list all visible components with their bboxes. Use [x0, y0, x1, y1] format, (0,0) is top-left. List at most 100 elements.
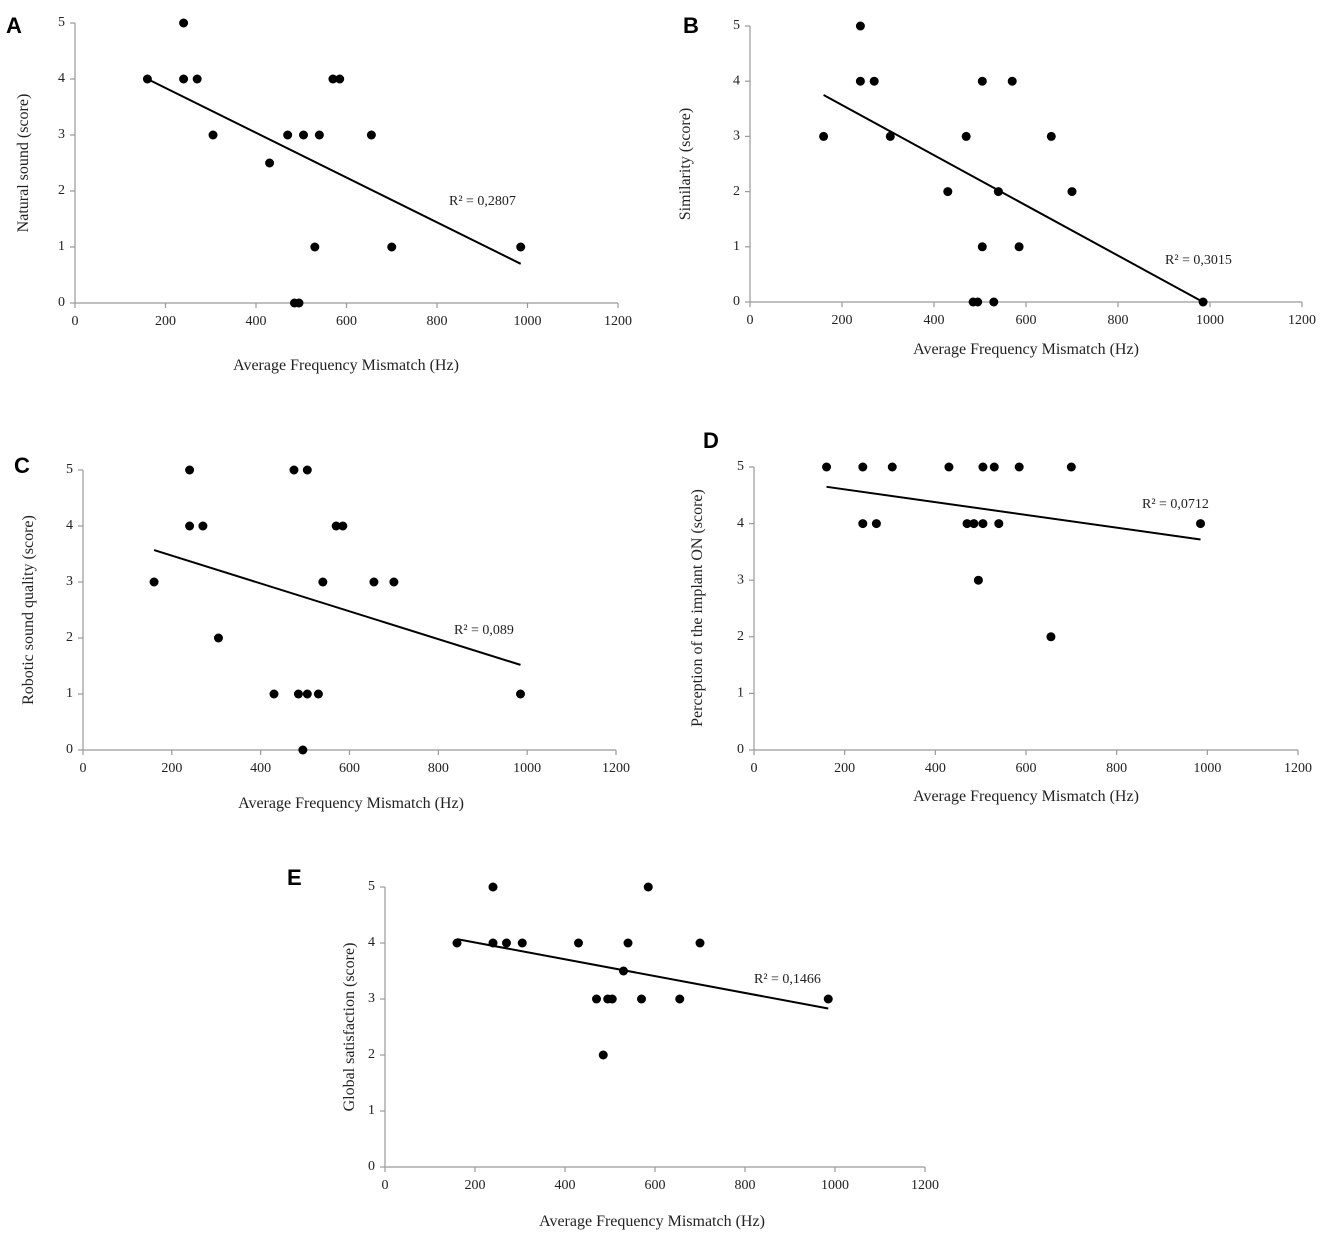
x-tick-label: 800 [428, 761, 449, 776]
data-point [592, 994, 601, 1004]
data-point [452, 938, 462, 948]
data-point [855, 21, 865, 31]
r-squared-label: R² = 0,089 [454, 623, 514, 638]
data-point [973, 575, 983, 585]
data-point [502, 938, 511, 948]
data-point [978, 462, 988, 472]
data-point [822, 462, 832, 472]
x-tick-label: 600 [339, 761, 360, 776]
data-point [1066, 462, 1076, 472]
data-point [338, 521, 348, 531]
x-tick-label: 400 [555, 1178, 576, 1193]
x-tick-label: 0 [382, 1178, 389, 1193]
data-point [1014, 242, 1024, 252]
y-tick-label: 0 [733, 294, 740, 309]
data-point [265, 158, 275, 168]
data-point [299, 130, 309, 140]
data-point [855, 76, 865, 86]
x-tick-label: 1200 [1284, 761, 1312, 776]
chart-panel-b: B 0 200 400 600 800 1000 1200 0 1 2 3 4 5 Average Freq… [677, 13, 1316, 358]
data-point [869, 76, 879, 86]
x-tick-label: 0 [80, 761, 87, 776]
data-point [488, 882, 498, 892]
y-tick-label: 3 [58, 127, 65, 142]
x-tick-label: 1000 [821, 1178, 849, 1193]
x-tick-label: 600 [1016, 313, 1037, 328]
y-tick-label: 4 [58, 71, 65, 86]
data-point [179, 18, 189, 28]
data-point [313, 689, 323, 699]
data-point [213, 633, 223, 643]
data-point [675, 994, 685, 1004]
y-axis-title: Similarity (score) [677, 108, 694, 220]
x-axis-title: Average Frequency Mismatch (Hz) [233, 357, 459, 374]
panel-label: D [703, 428, 719, 453]
data-point [389, 577, 399, 587]
data-point [185, 521, 195, 531]
panel-label: A [6, 13, 22, 38]
data-point [314, 130, 324, 140]
y-tick-label: 2 [66, 630, 73, 645]
data-point [944, 462, 954, 472]
x-axis-title: Average Frequency Mismatch (Hz) [539, 1213, 765, 1230]
x-tick-label: 1200 [602, 761, 630, 776]
y-tick-label: 0 [58, 295, 65, 310]
data-point [977, 76, 987, 86]
y-tick-label: 5 [58, 15, 65, 30]
data-point [969, 519, 979, 529]
y-tick-label: 2 [733, 184, 740, 199]
x-tick-label: 200 [465, 1178, 486, 1193]
y-axis-title: Global satisfaction (score) [341, 943, 358, 1112]
x-tick-label: 1000 [514, 314, 542, 329]
data-point [871, 519, 881, 529]
x-tick-label: 1200 [1288, 313, 1316, 328]
data-point [574, 938, 583, 948]
y-tick-label: 4 [66, 518, 73, 533]
data-point [962, 519, 972, 529]
r-squared-label: R² = 0,2807 [449, 194, 516, 209]
y-tick-label: 4 [733, 73, 740, 88]
data-point [885, 131, 895, 141]
y-tick-label: 2 [58, 183, 65, 198]
y-tick-label: 0 [737, 742, 744, 757]
y-tick-label: 0 [66, 742, 73, 757]
data-point [198, 521, 208, 531]
data-point [994, 519, 1004, 529]
x-tick-label: 400 [924, 313, 945, 328]
y-axis-title: Perception of the implant ON (score) [689, 489, 706, 727]
data-point [637, 994, 646, 1004]
x-tick-label: 200 [155, 314, 176, 329]
data-point [993, 187, 1003, 197]
data-point [623, 938, 633, 948]
panel-label: B [683, 13, 699, 38]
data-point [517, 938, 527, 948]
y-tick-label: 1 [368, 1103, 375, 1118]
y-tick-label: 3 [737, 572, 744, 587]
data-point [1196, 519, 1206, 529]
data-point [293, 689, 303, 699]
data-point [598, 1050, 608, 1060]
data-point [1046, 131, 1056, 141]
data-point [977, 242, 987, 252]
y-tick-label: 5 [368, 879, 375, 894]
y-tick-label: 4 [737, 516, 744, 531]
r-squared-label: R² = 0,1466 [754, 972, 821, 987]
data-point [289, 465, 299, 475]
x-tick-label: 800 [735, 1178, 756, 1193]
chart-panel-d: D 0 200 400 600 800 1000 1200 0 1 2 3 4 5 Average Freq… [689, 428, 1312, 805]
x-tick-label: 600 [336, 314, 357, 329]
y-axis-title: Natural sound (score) [15, 94, 32, 233]
data-point [369, 577, 379, 587]
data-point [695, 938, 705, 948]
data-point [989, 462, 999, 472]
data-point [192, 74, 202, 84]
data-point [858, 519, 868, 529]
data-point [283, 130, 293, 140]
data-point [387, 242, 397, 252]
y-tick-label: 4 [368, 935, 375, 950]
data-point [328, 74, 338, 84]
chart-panel-c: C 0 200 400 600 800 1000 1200 0 1 2 3 4 5 Average Freq… [14, 453, 630, 812]
data-point [973, 297, 983, 307]
data-point [366, 130, 376, 140]
